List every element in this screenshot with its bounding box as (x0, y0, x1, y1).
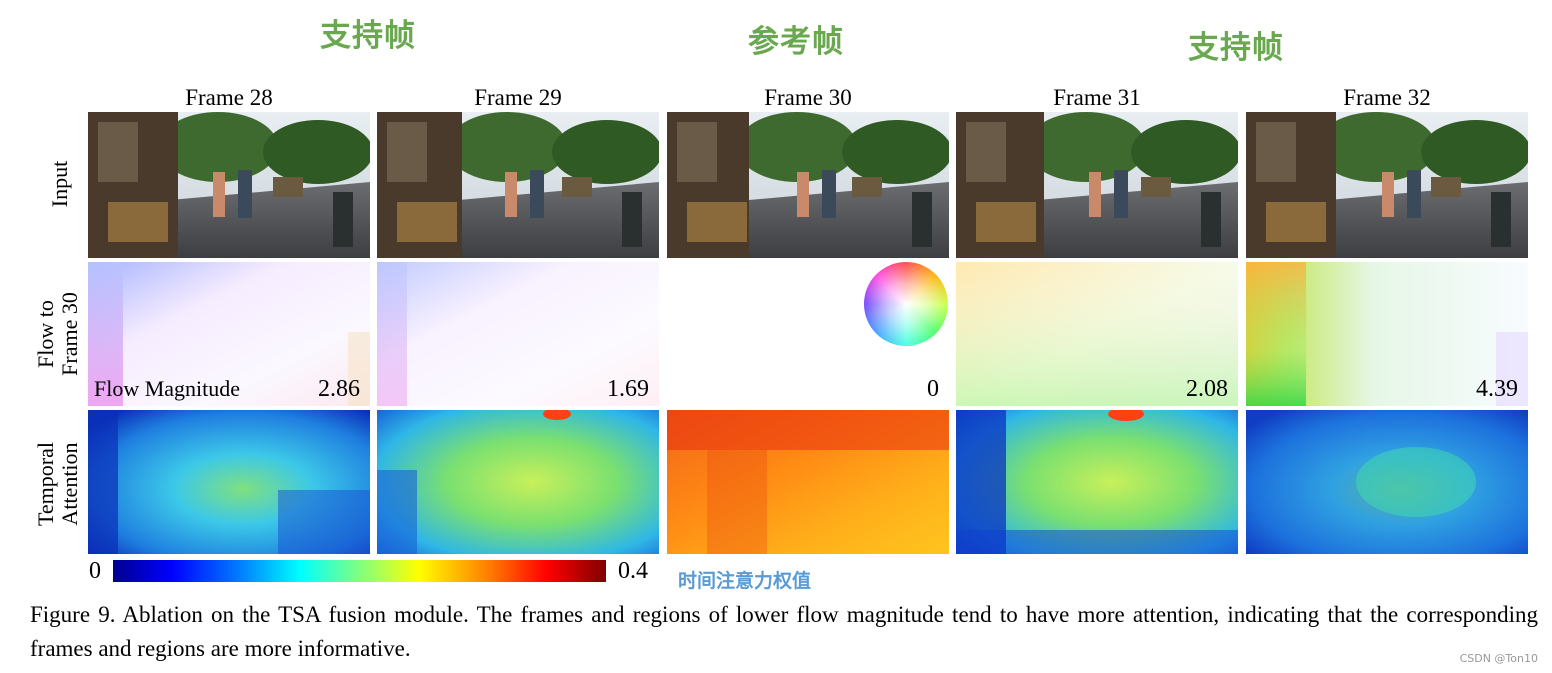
input-image-frame-28 (88, 112, 370, 258)
flow-map-frame-32: 4.39 (1246, 262, 1528, 406)
flow-magnitude-value-30: 0 (927, 376, 939, 402)
flow-magnitude-value-28: 2.86 (318, 376, 360, 402)
row-label-flow: Flow to Frame 30 (33, 264, 82, 404)
watermark: CSDN @Ton10 (1459, 652, 1538, 665)
row-label-flow-line2: Frame 30 (57, 292, 82, 376)
attention-map-frame-31 (956, 410, 1238, 554)
flow-magnitude-value-32: 4.39 (1476, 376, 1518, 402)
flow-magnitude-value-29: 1.69 (607, 376, 649, 402)
figure-caption: Figure 9. Ablation on the TSA fusion mod… (30, 602, 1538, 661)
row-label-input: Input (47, 124, 72, 244)
input-image-frame-30 (667, 112, 949, 258)
flow-magnitude-label: Flow Magnitude (94, 376, 241, 401)
colorbar-min-label: 0 (89, 558, 101, 584)
flow-color-wheel-icon (864, 262, 948, 346)
input-image-frame-31 (956, 112, 1238, 258)
attention-map-frame-32 (1246, 410, 1528, 554)
row-label-attention-line1: Temporal (33, 442, 58, 526)
reference-frame-label: 参考帧 (748, 24, 844, 60)
frame-title-28: Frame 28 (185, 85, 273, 110)
attention-weight-annotation: 时间注意力权值 (678, 570, 812, 592)
attention-map-frame-30 (667, 410, 949, 554)
attention-map-frame-29 (377, 410, 659, 554)
row-label-flow-line1: Flow to (33, 300, 58, 368)
frame-title-32: Frame 32 (1343, 85, 1431, 110)
attention-map-frame-28 (88, 410, 370, 554)
support-frame-label-left: 支持帧 (320, 18, 416, 54)
frame-title-29: Frame 29 (474, 85, 562, 110)
frame-title-30: Frame 30 (764, 85, 852, 110)
row-label-attention: Temporal Attention (33, 414, 82, 554)
input-image-frame-29 (377, 112, 659, 258)
flow-map-frame-28: Flow Magnitude 2.86 (88, 262, 370, 406)
frame-title-31: Frame 31 (1053, 85, 1141, 110)
input-image-frame-32 (1246, 112, 1528, 258)
support-frame-label-right: 支持帧 (1188, 30, 1284, 66)
flow-map-frame-29: 1.69 (377, 262, 659, 406)
flow-map-frame-31: 2.08 (956, 262, 1238, 406)
colorbar-max-label: 0.4 (618, 558, 648, 584)
row-label-input-text: Input (47, 160, 72, 208)
flow-magnitude-value-31: 2.08 (1186, 376, 1228, 402)
attention-colorbar (113, 560, 606, 582)
row-label-attention-line2: Attention (57, 442, 82, 526)
